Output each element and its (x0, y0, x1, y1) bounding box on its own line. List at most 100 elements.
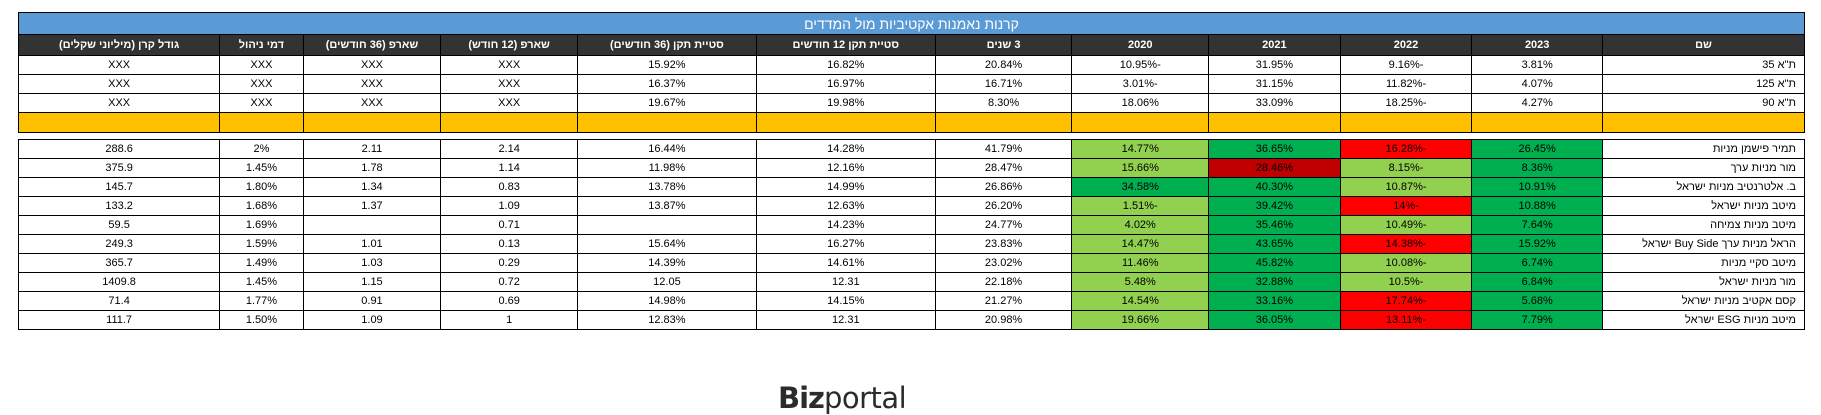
table-cell: 14.98% (576, 291, 757, 311)
fund-row: מור מניות ישראל 6.84% -10.5% 32.88% 5.48% 22.… (17, 272, 1805, 292)
table-cell: XXX (302, 93, 442, 113)
table-cell: 3.81% (1471, 55, 1603, 75)
table-cell: 5.48% (1071, 272, 1210, 292)
table-cell: 26.20% (934, 196, 1073, 216)
separator-cell (1339, 112, 1473, 133)
separator-cell (219, 112, 304, 133)
index-row: ת"א 125 4.07% -11.82% 31.15% -3.01% 16.71% 16.… (17, 74, 1805, 94)
table-cell: 23.02% (934, 253, 1073, 273)
table-cell: 145.7 (17, 177, 221, 197)
table-cell: 12.05 (576, 272, 757, 292)
table-cell: 1.09 (302, 310, 442, 330)
column-header: גודל קרן (מיליוני שקלים) (17, 34, 221, 56)
table-cell: 12.31 (755, 310, 936, 330)
table-cell: 0.72 (440, 272, 578, 292)
table-cell: 1.69% (219, 215, 304, 235)
table-cell: 1409.8 (17, 272, 221, 292)
fund-name-cell: מיטב מניות ESG ישראל (1602, 310, 1805, 330)
table-cell: 45.82% (1208, 253, 1341, 273)
table-cell: 24.77% (934, 215, 1073, 235)
table-cell: 26.45% (1471, 139, 1603, 159)
table-cell: 14.39% (576, 253, 757, 273)
table-cell: 14.15% (755, 291, 936, 311)
fund-name-cell: ת"א 125 (1602, 74, 1805, 94)
fund-name-cell: מור מניות ערך (1602, 158, 1805, 178)
index-row: ת"א 90 4.27% -18.25% 33.09% 18.06% 8.30% 19.98… (17, 93, 1805, 113)
table-cell: 14.23% (755, 215, 936, 235)
table-cell: 15.66% (1071, 158, 1210, 178)
table-cell: -10.49% (1339, 215, 1473, 235)
table-cell: 1.59% (219, 234, 304, 254)
table-cell: -14.38% (1339, 234, 1473, 254)
table-cell: 6.84% (1471, 272, 1603, 292)
gap-row (18, 132, 1805, 140)
column-header: 2020 (1071, 34, 1210, 56)
table-cell: 14.28% (755, 139, 936, 159)
table-cell: 35.46% (1208, 215, 1341, 235)
index-row: ת"א 35 3.81% -9.16% 31.95% -10.95% 20.84% 16.8… (17, 55, 1805, 75)
table-cell: 33.09% (1208, 93, 1341, 113)
fund-name-cell: מיטב סקיי מניות (1602, 253, 1805, 273)
table-cell: -10.87% (1339, 177, 1473, 197)
table-cell: 12.31 (755, 272, 936, 292)
separator-cell (576, 112, 757, 133)
column-header: 2022 (1339, 34, 1473, 56)
table-cell: 4.27% (1471, 93, 1603, 113)
table-cell: 0.69 (440, 291, 578, 311)
table-cell: 28.46% (1208, 158, 1341, 178)
table-cell: 12.63% (755, 196, 936, 216)
table-cell: 2.11 (302, 139, 442, 159)
table-cell: 8.30% (934, 93, 1073, 113)
table-cell: 32.88% (1208, 272, 1341, 292)
comparison-sheet: קרנות נאמנות אקטיביות מול המדדים שם 2023 2… (17, 12, 1805, 415)
table-cell: 0.91 (302, 291, 442, 311)
table-cell: 7.79% (1471, 310, 1603, 330)
fund-name-cell: ת"א 35 (1602, 55, 1805, 75)
table-cell: 1.49% (219, 253, 304, 273)
fund-name-cell: הראל מניות ערך Buy Side ישראל (1602, 234, 1805, 254)
table-cell: 1 (440, 310, 578, 330)
table-cell: 1.77% (219, 291, 304, 311)
table-cell: 71.4 (17, 291, 221, 311)
separator-cell (934, 112, 1073, 133)
table-cell: 36.05% (1208, 310, 1341, 330)
table-cell: 39.42% (1208, 196, 1341, 216)
table-cell: -17.74% (1339, 291, 1473, 311)
table-cell: -10.08% (1339, 253, 1473, 273)
column-header: שארפ (12 חודש) (440, 34, 578, 56)
table-cell: 11.46% (1071, 253, 1210, 273)
table-cell: 19.98% (755, 93, 936, 113)
fund-row: תמיר פישמן מניות 26.45% -16.28% 36.65% 14.77… (17, 139, 1805, 159)
funds-table: קרנות נאמנות אקטיביות מול המדדים שם 2023 2… (17, 12, 1805, 330)
table-cell: 16.27% (755, 234, 936, 254)
table-cell: 36.65% (1208, 139, 1341, 159)
logo-portal-text: portal (823, 381, 907, 415)
table-cell: 249.3 (17, 234, 221, 254)
separator-cell (1471, 112, 1603, 133)
fund-row: מיטב סקיי מניות 6.74% -10.08% 45.82% 11.46% 2… (17, 253, 1805, 273)
separator-cell (755, 112, 936, 133)
table-cell: XXX (17, 55, 221, 75)
fund-row: מיטב מניות ישראל 10.88% -14% 39.42% -1.51% 26… (17, 196, 1805, 216)
table-cell: 1.15 (302, 272, 442, 292)
table-cell: 1.14 (440, 158, 578, 178)
table-cell: 11.98% (576, 158, 757, 178)
column-header: סטיית תקן (36 חודשים) (576, 34, 757, 56)
table-cell: -8.15% (1339, 158, 1473, 178)
separator-cell (1071, 112, 1210, 133)
table-cell: 15.64% (576, 234, 757, 254)
table-cell: 8.36% (1471, 158, 1603, 178)
table-cell: 12.83% (576, 310, 757, 330)
fund-name-cell: מיטב מניות צמיחה (1602, 215, 1805, 235)
table-cell: 0.13 (440, 234, 578, 254)
table-cell: 21.27% (934, 291, 1073, 311)
table-cell: 19.66% (1071, 310, 1210, 330)
separator-cell (1208, 112, 1341, 133)
table-cell: 0.29 (440, 253, 578, 273)
fund-name-cell: מיטב מניות ישראל (1602, 196, 1805, 216)
table-cell: 4.02% (1071, 215, 1210, 235)
table-cell: -18.25% (1339, 93, 1473, 113)
fund-name-cell: מור מניות ישראל (1602, 272, 1805, 292)
bizportal-logo: Biz portal (778, 381, 907, 415)
column-header: שם (1602, 34, 1805, 56)
